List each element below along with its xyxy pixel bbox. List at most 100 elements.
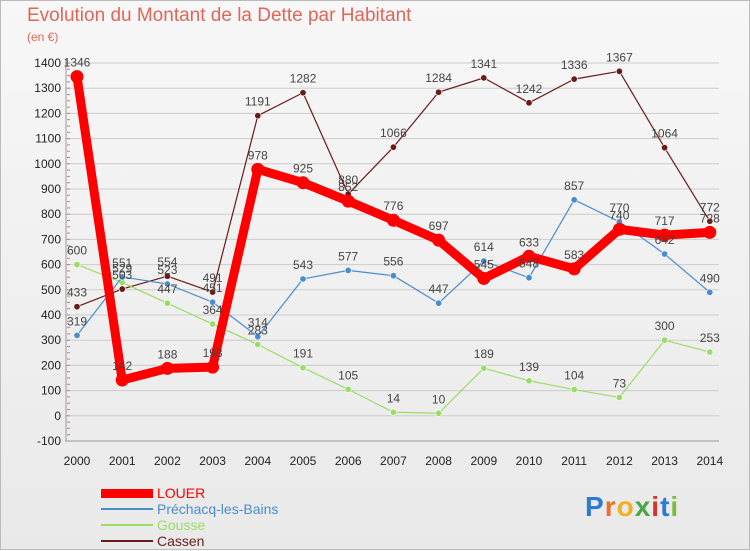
data-point xyxy=(615,67,623,75)
y-tick-label: 800 xyxy=(41,207,61,221)
data-point xyxy=(73,261,81,269)
data-label: 193 xyxy=(203,346,223,360)
data-label: 451 xyxy=(203,281,223,295)
data-label: 447 xyxy=(429,282,449,296)
data-point xyxy=(389,143,397,151)
data-label: 740 xyxy=(609,208,629,222)
data-point xyxy=(661,144,669,152)
y-tick-label: 300 xyxy=(41,333,61,347)
y-tick-label: 1400 xyxy=(34,56,61,70)
legend-label: LOUER xyxy=(157,485,206,501)
data-point xyxy=(73,331,81,339)
y-tick-label: 1200 xyxy=(34,106,61,120)
data-label: 1191 xyxy=(245,95,271,109)
data-point xyxy=(477,271,491,285)
data-point xyxy=(118,285,126,293)
data-label: 1336 xyxy=(561,58,588,72)
x-tick-label: 2001 xyxy=(109,454,136,468)
unit-label: (en €) xyxy=(27,30,59,44)
data-label: 728 xyxy=(700,211,720,225)
data-point xyxy=(389,408,397,416)
legend-label: Gousse xyxy=(157,517,206,533)
data-label: 600 xyxy=(67,244,87,258)
x-tick-label: 2005 xyxy=(290,454,317,468)
data-point xyxy=(522,249,536,263)
data-label: 14 xyxy=(387,391,401,405)
data-label: 491 xyxy=(203,271,223,285)
data-point xyxy=(612,222,626,236)
data-label: 556 xyxy=(383,255,403,269)
data-point xyxy=(480,364,488,372)
x-tick-label: 2012 xyxy=(606,454,633,468)
data-label: 1341 xyxy=(470,57,497,71)
y-tick-label: 1100 xyxy=(35,132,61,146)
legend-swatch xyxy=(101,508,153,510)
data-label: 776 xyxy=(383,199,403,213)
data-label: 697 xyxy=(429,219,449,233)
data-label: 105 xyxy=(338,368,358,382)
legend-label: Cassen xyxy=(157,533,205,549)
data-label: 188 xyxy=(157,347,177,361)
data-label: 543 xyxy=(293,258,313,272)
y-tick-label: 500 xyxy=(41,283,61,297)
data-label: 529 xyxy=(112,261,132,275)
data-label: 73 xyxy=(613,376,627,390)
legend-swatch xyxy=(101,524,153,526)
data-label: 880 xyxy=(338,173,358,187)
data-point xyxy=(706,288,714,296)
data-point xyxy=(435,409,443,417)
data-point xyxy=(73,303,81,311)
logo-letter: i xyxy=(670,491,680,522)
data-point xyxy=(703,225,717,239)
data-point xyxy=(296,176,310,190)
y-tick-label: 400 xyxy=(41,308,61,322)
data-label: 554 xyxy=(157,255,177,269)
data-label: 551 xyxy=(112,256,132,270)
chart-title: Evolution du Montant de la Dette par Hab… xyxy=(27,5,412,26)
data-point xyxy=(254,340,262,348)
data-label: 583 xyxy=(564,248,584,262)
data-label: 191 xyxy=(293,347,313,361)
x-tick-label: 2008 xyxy=(425,454,452,468)
logo-letter: P xyxy=(585,491,605,522)
y-tick-label: -100 xyxy=(37,434,61,448)
y-tick-label: 600 xyxy=(41,258,61,272)
x-tick-label: 2007 xyxy=(380,454,407,468)
data-label: 545 xyxy=(474,257,494,271)
y-tick-label: 700 xyxy=(41,232,61,246)
y-tick-label: 1300 xyxy=(34,81,61,95)
data-point xyxy=(525,274,533,282)
data-label: 1282 xyxy=(290,72,317,86)
data-point xyxy=(299,275,307,283)
data-point xyxy=(209,288,217,296)
data-label: 319 xyxy=(67,314,87,328)
data-point xyxy=(118,273,126,281)
series-lines xyxy=(70,67,717,417)
x-tick-label: 2002 xyxy=(154,454,181,468)
data-point xyxy=(570,75,578,83)
data-point xyxy=(299,89,307,97)
data-point xyxy=(706,217,714,225)
logo-letter: t xyxy=(660,491,671,522)
data-label: 142 xyxy=(112,359,132,373)
data-label: 139 xyxy=(519,360,539,374)
data-point xyxy=(386,213,400,227)
x-tick-label: 2003 xyxy=(199,454,226,468)
data-label: 1242 xyxy=(516,82,543,96)
proxiti-logo: Proxiti xyxy=(585,491,679,523)
data-label: 925 xyxy=(293,162,313,176)
data-point xyxy=(341,194,355,208)
x-tick-label: 2009 xyxy=(470,454,497,468)
data-label: 1064 xyxy=(651,127,678,141)
data-point xyxy=(435,299,443,307)
data-label: 770 xyxy=(609,201,629,215)
data-point xyxy=(206,360,220,374)
data-label: 857 xyxy=(564,179,584,193)
data-point xyxy=(254,112,262,120)
data-point xyxy=(658,228,672,242)
data-label: 852 xyxy=(338,180,358,194)
data-point xyxy=(432,233,446,247)
data-label: 548 xyxy=(519,257,539,271)
